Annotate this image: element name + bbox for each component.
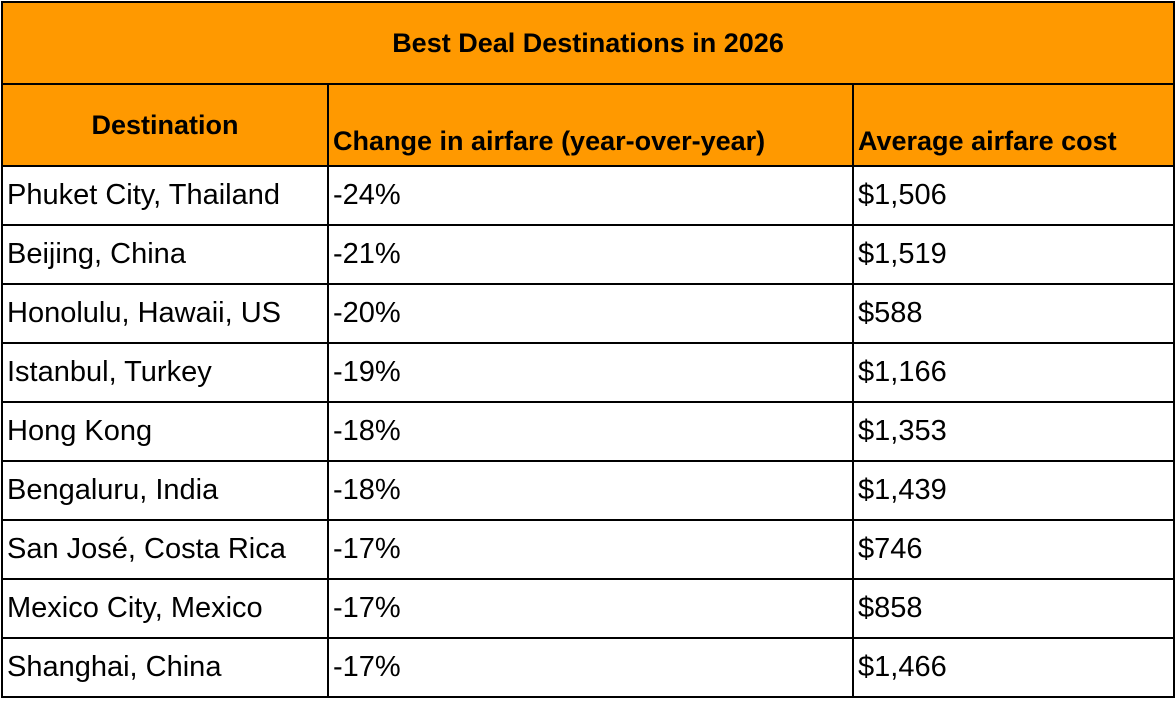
header-row: Destination Change in airfare (year-over… [1, 83, 1176, 167]
title-row: Best Deal Destinations in 2026 [0, 1, 1176, 85]
table-cell: Phuket City, Thailand [1, 165, 329, 226]
table-body: Phuket City, Thailand -24% $1,506 Beijing, … [1, 165, 1176, 698]
table-cell: Beijing, China [1, 224, 329, 285]
column-header: Change in airfare (year-over-year) [327, 83, 854, 167]
table-cell: -17% [327, 637, 854, 698]
table-cell: -18% [327, 401, 854, 462]
table-cell: $588 [851, 283, 1176, 344]
table-cell: Honolulu, Hawaii, US [1, 283, 329, 344]
table-row: Beijing, China -21% $1,519 [1, 224, 1176, 285]
table-cell: $1,466 [851, 637, 1176, 698]
table-cell: Mexico City, Mexico [1, 578, 329, 639]
table-row: Mexico City, Mexico -17% $858 [1, 578, 1176, 639]
table-cell: -18% [327, 460, 854, 521]
column-header: Destination [1, 83, 329, 167]
table-cell: Shanghai, China [1, 637, 329, 698]
deals-table: Best Deal Destinations in 2026 Destinati… [0, 1, 1176, 698]
table-cell: $746 [851, 519, 1176, 580]
table-title: Best Deal Destinations in 2026 [0, 1, 1176, 85]
table-cell: -20% [327, 283, 854, 344]
table-cell: $858 [851, 578, 1176, 639]
table-cell: Hong Kong [1, 401, 329, 462]
table-cell: San José, Costa Rica [1, 519, 329, 580]
table-cell: $1,439 [851, 460, 1176, 521]
table-cell: $1,353 [851, 401, 1176, 462]
table-cell: -17% [327, 578, 854, 639]
table-cell: $1,519 [851, 224, 1176, 285]
table-row: San José, Costa Rica -17% $746 [1, 519, 1176, 580]
table-cell: -24% [327, 165, 854, 226]
table-cell: $1,506 [851, 165, 1176, 226]
table-row: Phuket City, Thailand -24% $1,506 [1, 165, 1176, 226]
table-cell: $1,166 [851, 342, 1176, 403]
column-header: Average airfare cost [851, 83, 1176, 167]
table-cell: Bengaluru, India [1, 460, 329, 521]
table-row: Honolulu, Hawaii, US -20% $588 [1, 283, 1176, 344]
table-cell: Istanbul, Turkey [1, 342, 329, 403]
table-cell: -21% [327, 224, 854, 285]
table-row: Shanghai, China -17% $1,466 [1, 637, 1176, 698]
table-row: Bengaluru, India -18% $1,439 [1, 460, 1176, 521]
table-cell: -19% [327, 342, 854, 403]
table-cell: -17% [327, 519, 854, 580]
table-row: Istanbul, Turkey -19% $1,166 [1, 342, 1176, 403]
table-row: Hong Kong -18% $1,353 [1, 401, 1176, 462]
